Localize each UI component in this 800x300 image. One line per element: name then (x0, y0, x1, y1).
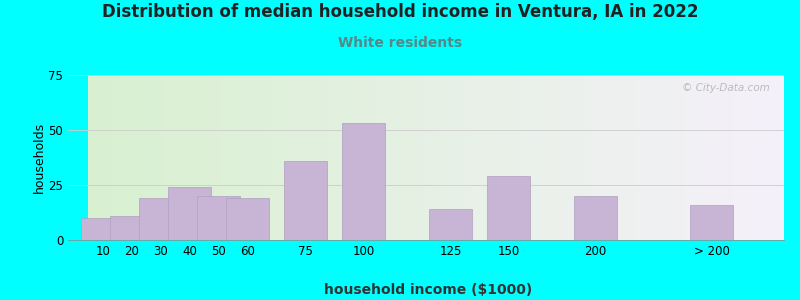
Bar (139, 198, 182, 240)
Bar (226, 198, 270, 240)
Bar (168, 187, 211, 240)
Bar (197, 196, 241, 240)
Bar (690, 205, 734, 240)
Bar (110, 216, 154, 240)
Text: © City-Data.com: © City-Data.com (682, 83, 770, 93)
Bar (574, 196, 618, 240)
Bar (284, 161, 327, 240)
Bar (487, 176, 530, 240)
Bar (429, 209, 472, 240)
Text: Distribution of median household income in Ventura, IA in 2022: Distribution of median household income … (102, 3, 698, 21)
Bar (342, 123, 386, 240)
Text: household income ($1000): household income ($1000) (324, 283, 532, 297)
Bar (81, 218, 125, 240)
Text: White residents: White residents (338, 36, 462, 50)
Y-axis label: households: households (33, 122, 46, 193)
